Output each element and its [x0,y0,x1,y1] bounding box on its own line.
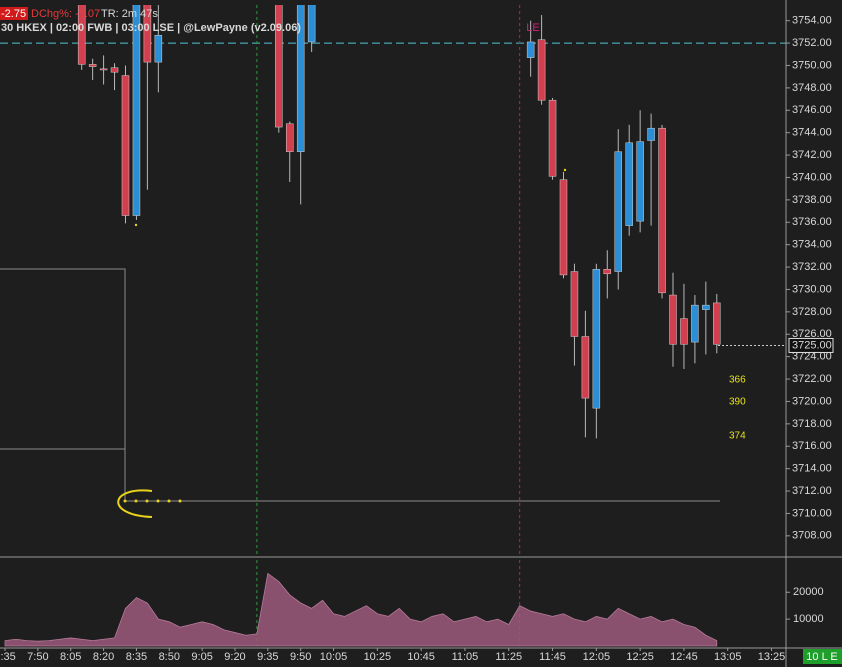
x-tick-label: 12:45 [670,651,698,663]
x-tick-label: 9:20 [224,651,245,663]
daily-change: DChg%: -0.07 [31,8,100,20]
x-tick-label: 13:25 [758,651,786,663]
x-tick-label: 8:20 [93,651,114,663]
y-tick-label: 3718.00 [792,418,832,430]
candle-body [88,64,97,67]
drawing-line [0,268,720,502]
last-price-box [788,337,834,353]
x-tick-label: 8:35 [126,651,147,663]
volume-tick-label: 10000 [793,613,824,625]
y-tick-label: 3754.00 [792,15,832,27]
x-tick-label: 11:05 [452,651,479,663]
y-tick-label: 3716.00 [792,440,832,452]
y-tick-label: 3744.00 [792,127,832,139]
y-tick-label: 3746.00 [792,104,832,116]
candle-body [307,5,316,43]
x-tick-label: 7:50 [27,651,48,663]
candle-body [581,336,590,399]
profile-label: 366 [729,375,746,386]
volume-area [4,572,718,647]
candle-body [99,68,108,71]
y-tick-label: 3722.00 [792,373,832,385]
y-tick-label: 3726.00 [792,328,832,340]
y-tick-label: 3724.00 [792,351,832,363]
candle-body [121,75,130,216]
candle-body [702,304,710,310]
candle-body [570,271,579,337]
candle-body [285,123,294,152]
x-tick-label: 9:35 [257,651,278,663]
candle-body [548,99,557,177]
badge-box [803,649,842,664]
candle-body [143,5,152,63]
y-tick-label: 3742.00 [792,149,832,161]
y-tick-label: 3714.00 [792,463,832,475]
candle-body [625,142,633,226]
x-tick-label: 9:05 [191,651,212,663]
y-tick-label: 3750.00 [792,59,832,71]
candle-body [614,151,622,272]
candle-body [559,179,568,276]
x-tick-label: 13:05 [714,651,742,663]
y-tick-label: 3730.00 [792,283,832,295]
volume-panel [4,560,718,647]
candle-body [154,34,163,63]
y-tick-label: 3752.00 [792,37,832,49]
candle-body [669,294,677,345]
y-tick-label: 3748.00 [792,82,832,94]
candle-body [658,127,666,294]
bracket [117,489,153,518]
volume-tick-label: 20000 [793,586,824,598]
profile-label: 374 [729,431,746,442]
x-tick-label: 10:45 [407,651,435,663]
y-tick-label: 3734.00 [792,239,832,251]
candle-body [526,41,535,58]
y-tick-label: 3712.00 [792,485,832,497]
x-tick-label: 9:50 [290,651,311,663]
x-tick-label: 8:50 [159,651,180,663]
candle-body [691,304,699,343]
change: -2.75 [1,8,26,20]
x-tick-label: 11:45 [539,651,566,663]
candle-body [275,5,283,128]
candle-body [592,269,601,409]
candle-body [296,5,305,152]
y-tick-label: 3708.00 [792,530,832,542]
candle-body [636,141,644,222]
x-tick-label: 11:25 [495,651,522,663]
y-tick-label: 3710.00 [792,507,832,519]
x-tick-label: 12:05 [583,651,611,663]
dots [123,168,567,503]
candle-body [110,67,119,73]
candle-body [647,127,655,141]
candle-body [713,302,721,345]
y-tick-label: 3740.00 [792,171,832,183]
x-tick-label: 10:05 [320,651,348,663]
change-box [0,7,28,20]
y-tick-label: 3720.00 [792,395,832,407]
last-price-label: 3725.00 [792,339,832,351]
badge: 10 L E [806,651,837,663]
signal-marker: LE [526,22,539,34]
profile-label: 390 [729,397,746,408]
x-tick-label: 10:25 [364,651,392,663]
y-tick-label: 3736.00 [792,216,832,228]
candle-body [603,269,612,275]
x-tick-label: 12:25 [626,651,654,663]
y-tick-label: 3738.00 [792,194,832,206]
candle-body [680,318,688,345]
x-tick-label: 8:05 [60,651,81,663]
candle-body [132,5,141,216]
sessions: 30 HKEX | 02:00 FWB | 03:00 LSE | @LewPa… [1,22,301,34]
y-tick-label: 3732.00 [792,261,832,273]
timer: TR: 2m 47s [101,8,158,20]
candle-body [77,5,86,65]
x-tick-label: 7:35 [0,651,16,663]
y-tick-label: 3728.00 [792,306,832,318]
price-plot [0,5,786,556]
candle-body [537,39,546,101]
